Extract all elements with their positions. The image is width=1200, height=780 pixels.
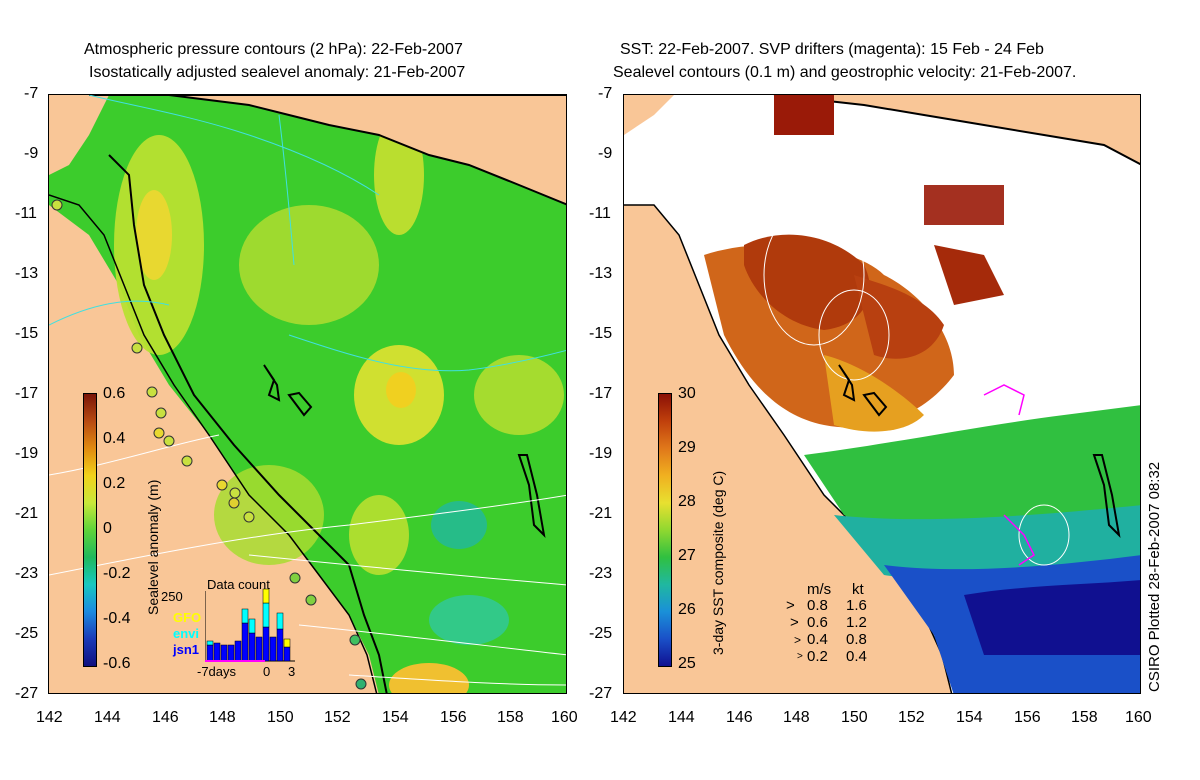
velocity-row-kt: 1.6 [846, 597, 867, 614]
right-y-tick: -27 [589, 685, 613, 702]
data-count-xtick: 3 [288, 664, 296, 679]
sealevel-tick: 0.4 [103, 430, 126, 447]
right-x-tick: 156 [1014, 709, 1041, 726]
sst-tick: 28 [678, 493, 696, 510]
right-y-tick: -25 [589, 625, 613, 642]
right-x-tick: 160 [1125, 709, 1152, 726]
left-y-tick: -25 [15, 625, 39, 642]
right-x-tick: 152 [898, 709, 925, 726]
sst-tick: 26 [678, 601, 696, 618]
velocity-header-kt: kt [852, 581, 864, 598]
left-y-tick: -19 [15, 445, 39, 462]
right-y-tick: -21 [589, 505, 613, 522]
sealevel-tick: -0.2 [103, 565, 131, 582]
velocity-row-kt: 0.4 [846, 648, 867, 665]
left-y-tick: -27 [15, 685, 39, 702]
velocity-row: > [786, 597, 795, 614]
right-x-tick: 148 [783, 709, 810, 726]
legend-envi: envi [173, 626, 200, 641]
right-y-tick: -17 [589, 385, 613, 402]
data-count-xtick: -7days [197, 664, 237, 679]
right-y-tick: -19 [589, 445, 613, 462]
left-x-tick: 154 [382, 709, 409, 726]
sst-tick: 30 [678, 385, 696, 402]
velocity-row: > [794, 633, 802, 647]
left-x-tick: 144 [94, 709, 121, 726]
left-x-tick: 152 [324, 709, 351, 726]
sealevel-tick: 0.6 [103, 385, 126, 402]
right-y-tick: -11 [589, 205, 611, 222]
right-x-tick: 144 [668, 709, 695, 726]
sst-map: 30 29 28 27 26 25 3-day SST composite (d… [623, 94, 1141, 694]
sst-map-graphic [624, 95, 1140, 693]
left-title-line2: Isostatically adjusted sealevel anomaly:… [89, 64, 466, 81]
right-title-line2: Sealevel contours (0.1 m) and geostrophi… [613, 64, 1077, 81]
sealevel-tick: -0.4 [103, 610, 131, 627]
left-x-tick: 142 [36, 709, 63, 726]
velocity-row-ms: 0.4 [807, 631, 828, 648]
left-x-tick: 158 [497, 709, 524, 726]
legend-gfo: GFO [173, 610, 202, 625]
sealevel-anomaly-map-graphic [49, 95, 566, 693]
right-x-tick: 154 [956, 709, 983, 726]
right-x-tick: 146 [726, 709, 753, 726]
sealevel-colorbar [83, 393, 97, 667]
sealevel-anomaly-map: 0.6 0.4 0.2 0 -0.2 -0.4 -0.6 Sealevel an… [48, 94, 567, 694]
velocity-row-ms: 0.8 [807, 597, 828, 614]
velocity-row: > [797, 651, 803, 662]
sealevel-tick: -0.6 [103, 655, 131, 672]
right-y-tick: -23 [589, 565, 613, 582]
left-y-tick: -17 [15, 385, 39, 402]
sst-colorbar [658, 393, 672, 667]
left-y-tick: -23 [15, 565, 39, 582]
legend-jsn1: jsn1 [173, 642, 200, 657]
velocity-header-ms: m/s [807, 581, 832, 598]
right-x-tick: 150 [841, 709, 868, 726]
sealevel-tick: 0.2 [103, 475, 126, 492]
sealevel-colorbar-label: Sealevel anomaly (m) [145, 479, 161, 615]
right-y-tick: -15 [589, 325, 613, 342]
plotted-stamp: CSIRO Plotted 28-Feb-2007 08:32 [1146, 461, 1163, 692]
left-x-tick: 148 [209, 709, 236, 726]
sst-tick: 29 [678, 439, 696, 456]
left-title-line1: Atmospheric pressure contours (2 hPa): 2… [84, 41, 463, 58]
sst-colorbar-label: 3-day SST composite (deg C) [710, 470, 726, 655]
right-x-tick: 158 [1071, 709, 1098, 726]
velocity-row: > [790, 614, 799, 631]
data-count-ytick: 250 [161, 589, 183, 604]
right-title-line1: SST: 22-Feb-2007. SVP drifters (magenta)… [620, 41, 1044, 58]
right-y-tick: -7 [598, 85, 613, 102]
sst-tick: 25 [678, 655, 696, 672]
data-count-title: Data count [207, 577, 270, 592]
data-count-inset: Data count 250 -7days 0 [161, 578, 295, 679]
sealevel-tick: 0 [103, 520, 112, 537]
data-count-histogram [205, 588, 295, 662]
left-y-tick: -21 [15, 505, 39, 522]
velocity-row-kt: 0.8 [846, 631, 867, 648]
left-x-tick: 150 [267, 709, 294, 726]
left-x-tick: 146 [152, 709, 179, 726]
velocity-row-kt: 1.2 [846, 614, 867, 631]
left-x-tick: 160 [551, 709, 578, 726]
sst-tick: 27 [678, 547, 696, 564]
left-y-tick: -15 [15, 325, 39, 342]
velocity-row-ms: 0.6 [807, 614, 828, 631]
data-count-xtick: 0 [263, 664, 271, 679]
right-y-tick: -13 [589, 265, 613, 282]
left-x-tick: 156 [440, 709, 467, 726]
left-y-tick: -7 [24, 85, 39, 102]
left-y-tick: -13 [15, 265, 39, 282]
left-y-tick: -9 [24, 145, 39, 162]
right-y-tick: -9 [598, 145, 613, 162]
left-y-tick: -11 [15, 205, 37, 222]
right-x-tick: 142 [610, 709, 637, 726]
velocity-row-ms: 0.2 [807, 648, 828, 665]
